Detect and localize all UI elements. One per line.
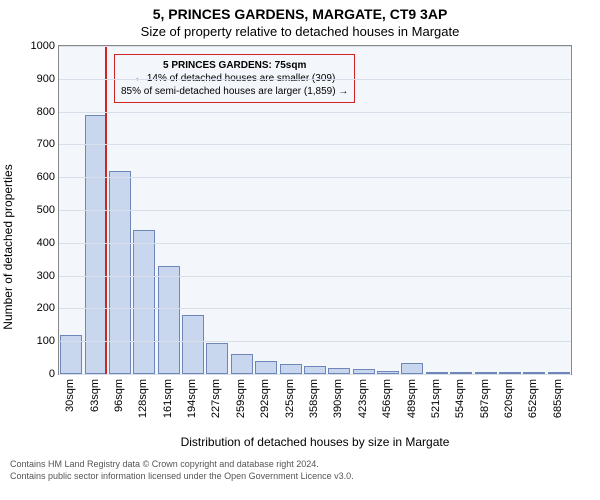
gridline bbox=[59, 79, 571, 80]
histogram-bar bbox=[280, 364, 302, 374]
histogram-bar bbox=[109, 171, 131, 374]
gridline bbox=[59, 144, 571, 145]
x-tick-label: 456sqm bbox=[381, 379, 393, 418]
footer-line-2: Contains public sector information licen… bbox=[10, 471, 590, 483]
x-tick-label: 325sqm bbox=[284, 379, 296, 418]
y-tick-label: 600 bbox=[37, 171, 55, 183]
x-tick-label: 128sqm bbox=[137, 379, 149, 418]
gridline bbox=[59, 308, 571, 309]
y-tick-label: 900 bbox=[37, 73, 55, 85]
page-subtitle: Size of property relative to detached ho… bbox=[0, 24, 600, 39]
histogram-bar bbox=[85, 115, 107, 374]
gridline bbox=[59, 46, 571, 47]
x-tick-label: 227sqm bbox=[210, 379, 222, 418]
plot-area: 5 PRINCES GARDENS: 75sqm← 14% of detache… bbox=[58, 45, 572, 375]
x-ticks: 30sqm 63sqm 96sqm 128sqm 161sqm 194sqm 227sqm 2… bbox=[58, 375, 572, 433]
x-tick-label: 587sqm bbox=[479, 379, 491, 418]
x-axis-label: Distribution of detached houses by size … bbox=[58, 435, 572, 449]
histogram-bar bbox=[206, 343, 228, 374]
histogram-bar bbox=[158, 266, 180, 374]
y-tick-label: 500 bbox=[37, 204, 55, 216]
histogram-bar bbox=[401, 363, 423, 374]
gridline bbox=[59, 341, 571, 342]
x-tick-label: 423sqm bbox=[357, 379, 369, 418]
x-tick-label: 194sqm bbox=[186, 379, 198, 418]
y-tick-label: 100 bbox=[37, 335, 55, 347]
histogram-bar bbox=[182, 315, 204, 374]
annotation-line: 5 PRINCES GARDENS: 75sqm bbox=[121, 59, 348, 72]
x-tick-label: 96sqm bbox=[113, 379, 125, 412]
y-tick-label: 400 bbox=[37, 237, 55, 249]
gridline bbox=[59, 243, 571, 244]
chart-container: Number of detached properties 5 PRINCES … bbox=[58, 45, 572, 449]
gridline bbox=[59, 210, 571, 211]
y-tick-label: 300 bbox=[37, 270, 55, 282]
y-tick-label: 800 bbox=[37, 106, 55, 118]
y-tick-label: 200 bbox=[37, 302, 55, 314]
x-tick-label: 30sqm bbox=[64, 379, 76, 412]
x-tick-label: 620sqm bbox=[503, 379, 515, 418]
x-tick-label: 390sqm bbox=[332, 379, 344, 418]
x-tick-label: 161sqm bbox=[162, 379, 174, 418]
y-tick-label: 1000 bbox=[31, 40, 55, 52]
x-tick-label: 521sqm bbox=[430, 379, 442, 418]
footer-line-1: Contains HM Land Registry data © Crown c… bbox=[10, 459, 590, 471]
x-tick-label: 358sqm bbox=[308, 379, 320, 418]
y-tick-label: 0 bbox=[49, 368, 55, 380]
page-title: 5, PRINCES GARDENS, MARGATE, CT9 3AP bbox=[0, 6, 600, 22]
annotation-line: 85% of semi-detached houses are larger (… bbox=[121, 85, 348, 98]
x-tick-label: 685sqm bbox=[552, 379, 564, 418]
footer: Contains HM Land Registry data © Crown c… bbox=[10, 459, 590, 482]
x-tick-label: 259sqm bbox=[235, 379, 247, 418]
y-axis-label: Number of detached properties bbox=[1, 164, 15, 329]
gridline bbox=[59, 112, 571, 113]
x-tick-label: 489sqm bbox=[406, 379, 418, 418]
gridline bbox=[59, 177, 571, 178]
histogram-bar bbox=[231, 354, 253, 374]
x-tick-label: 652sqm bbox=[527, 379, 539, 418]
histogram-bar bbox=[133, 230, 155, 374]
gridline bbox=[59, 276, 571, 277]
x-tick-label: 63sqm bbox=[89, 379, 101, 412]
x-tick-label: 292sqm bbox=[259, 379, 271, 418]
y-tick-label: 700 bbox=[37, 138, 55, 150]
histogram-bar bbox=[255, 361, 277, 374]
histogram-bar bbox=[304, 366, 326, 374]
x-tick-label: 554sqm bbox=[454, 379, 466, 418]
